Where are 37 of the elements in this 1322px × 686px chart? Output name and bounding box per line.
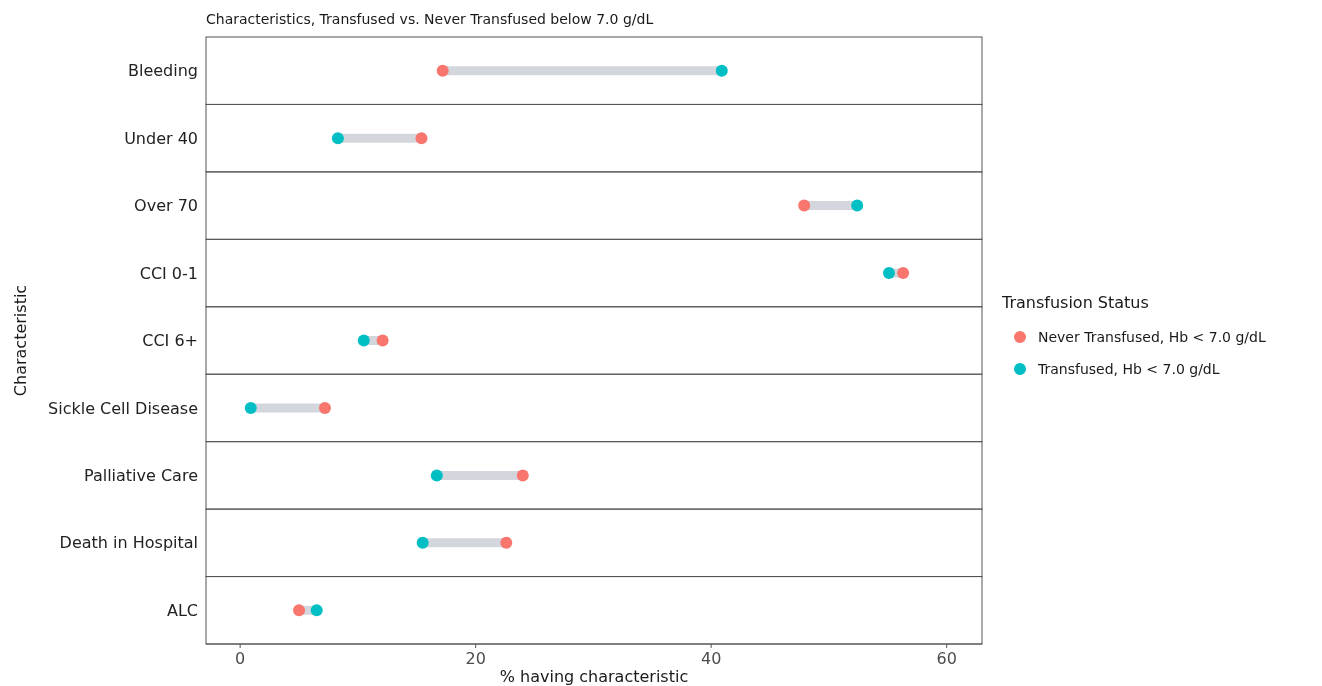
- point: [244, 401, 257, 414]
- point: [415, 132, 428, 145]
- point: [318, 401, 331, 414]
- y-tick-label: Death in Hospital: [59, 533, 198, 553]
- point: [798, 199, 811, 212]
- point: [500, 536, 513, 549]
- point: [851, 199, 864, 212]
- y-tick-label: Sickle Cell Disease: [48, 398, 198, 418]
- y-tick-label: Bleeding: [127, 61, 198, 81]
- y-tick-label: Palliative Care: [83, 465, 198, 485]
- point: [715, 64, 728, 77]
- x-tick-label: 40: [700, 649, 722, 668]
- x-tick-label: 0: [235, 649, 246, 668]
- x-tick-label: 20: [465, 649, 486, 668]
- y-tick-label: ALC: [166, 600, 198, 620]
- point: [310, 604, 323, 617]
- point: [882, 267, 895, 280]
- point: [516, 469, 529, 482]
- point: [897, 267, 910, 280]
- point: [436, 64, 449, 77]
- legend-title: Transfusion Status: [1001, 293, 1149, 312]
- point: [376, 334, 389, 347]
- point: [331, 132, 344, 145]
- point: [357, 334, 370, 347]
- point: [430, 469, 443, 482]
- y-tick-label: Over 70: [134, 196, 198, 216]
- point: [293, 604, 306, 617]
- y-tick-label: CCI 6+: [142, 331, 198, 351]
- legend-label: Transfused, Hb < 7.0 g/dL: [1037, 360, 1220, 377]
- chart-title: Characteristics, Transfused vs. Never Transfused below 7.0 g/dL: [206, 11, 654, 27]
- x-axis-title: % having characteristic: [499, 667, 689, 686]
- point: [416, 536, 429, 549]
- legend-label: Never Transfused, Hb < 7.0 g/dL: [1038, 328, 1266, 345]
- y-tick-label: CCI 0-1: [139, 263, 198, 283]
- y-tick-label: Under 40: [124, 128, 198, 148]
- y-axis-title: Characteristic: [11, 284, 30, 397]
- x-tick-label: 60: [936, 649, 957, 668]
